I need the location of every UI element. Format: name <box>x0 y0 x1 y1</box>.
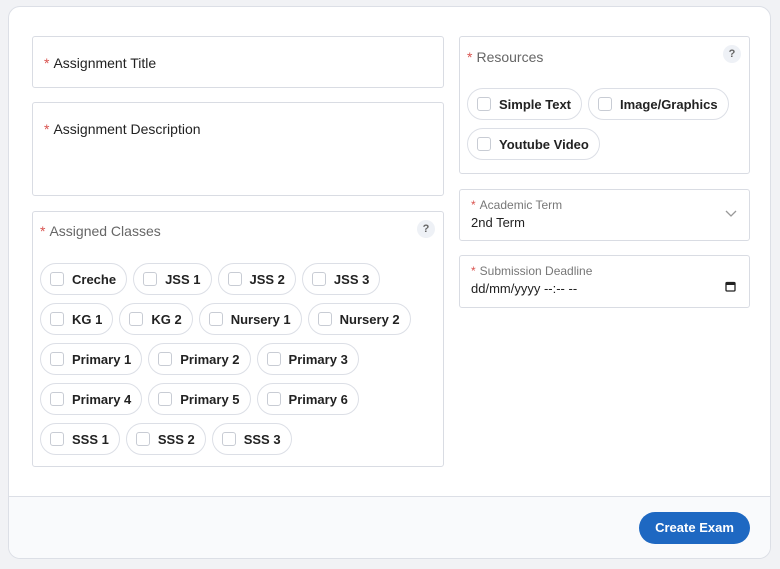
assignment-title-label: Assignment Title <box>53 55 157 71</box>
checkbox[interactable] <box>477 97 491 111</box>
checkbox[interactable] <box>158 392 173 406</box>
submission-deadline-field[interactable]: * Submission Deadline dd/mm/yyyy --:-- -- <box>459 255 750 308</box>
resources-group: * Resources ? Simple Text Image/Graphics Yo… <box>459 36 750 174</box>
create-exam-button[interactable]: Create Exam <box>639 512 750 544</box>
assigned-classes-label: Assigned Classes <box>49 223 161 239</box>
checkbox-chip-jss-1[interactable]: JSS 1 <box>133 263 212 295</box>
resources-label: Resources <box>476 49 544 65</box>
chip-label: JSS 3 <box>333 271 370 287</box>
class-chip-list: Creche JSS 1 JSS 2 JSS 3 KG 1 KG 2 Nursery 1 Nu… <box>40 263 436 455</box>
checkbox-chip-primary-2[interactable]: Primary 2 <box>148 343 251 375</box>
academic-term-select[interactable]: * Academic Term 2nd Term <box>459 189 750 241</box>
assignment-form-card: * Assignment Title * Assignment Descriptio… <box>8 6 771 559</box>
chip-label: Primary 3 <box>288 351 348 367</box>
checkbox[interactable] <box>135 432 150 446</box>
checkbox-chip-sss-1[interactable]: SSS 1 <box>40 423 120 455</box>
checkbox-chip-primary-4[interactable]: Primary 4 <box>40 383 143 415</box>
chip-label: SSS 2 <box>157 431 195 447</box>
chip-label: JSS 2 <box>249 271 285 287</box>
chip-label: Youtube Video <box>499 136 589 152</box>
checkbox[interactable] <box>208 312 223 326</box>
chip-label: KG 2 <box>151 311 182 327</box>
chip-label: Primary 5 <box>180 391 240 407</box>
chip-label: Nursery 2 <box>339 311 400 327</box>
chip-label: SSS 1 <box>72 431 109 447</box>
calendar-icon[interactable] <box>725 281 736 292</box>
checkbox-chip-image-graphics[interactable]: Image/Graphics <box>588 88 729 120</box>
checkbox-chip-primary-1[interactable]: Primary 1 <box>40 343 143 375</box>
checkbox[interactable] <box>266 392 281 406</box>
chip-label: Creche <box>72 271 117 287</box>
checkbox[interactable] <box>50 272 64 286</box>
help-icon[interactable]: ? <box>417 220 435 238</box>
checkbox[interactable] <box>598 97 613 111</box>
chip-label: Primary 4 <box>72 391 132 407</box>
checkbox[interactable] <box>477 137 491 151</box>
chip-label: Primary 1 <box>72 351 132 367</box>
checkbox-chip-primary-6[interactable]: Primary 6 <box>256 383 359 415</box>
checkbox-chip-nursery-2[interactable]: Nursery 2 <box>307 303 411 335</box>
checkbox[interactable] <box>158 352 173 366</box>
checkbox[interactable] <box>50 432 64 446</box>
checkbox-chip-primary-5[interactable]: Primary 5 <box>148 383 251 415</box>
checkbox[interactable] <box>50 352 64 366</box>
chip-label: Primary 6 <box>288 391 348 407</box>
checkbox-chip-simple-text[interactable]: Simple Text <box>467 88 583 120</box>
checkbox-chip-kg-2[interactable]: KG 2 <box>119 303 193 335</box>
chip-label: JSS 1 <box>165 271 201 287</box>
checkbox-chip-sss-2[interactable]: SSS 2 <box>125 423 206 455</box>
checkbox-chip-creche[interactable]: Creche <box>40 263 128 295</box>
checkbox-chip-nursery-1[interactable]: Nursery 1 <box>198 303 302 335</box>
checkbox[interactable] <box>143 272 158 286</box>
academic-term-label: Academic Term <box>479 198 563 212</box>
checkbox[interactable] <box>317 312 332 326</box>
academic-term-value: 2nd Term <box>471 215 525 230</box>
chip-label: Image/Graphics <box>620 96 718 112</box>
checkbox[interactable] <box>311 272 326 286</box>
checkbox-chip-jss-2[interactable]: JSS 2 <box>217 263 296 295</box>
chip-label: Nursery 1 <box>230 311 291 327</box>
assignment-title-field[interactable]: * Assignment Title <box>32 36 444 88</box>
assignment-description-label: Assignment Description <box>53 121 201 137</box>
deadline-value: dd/mm/yyyy --:-- -- <box>471 281 578 296</box>
checkbox-chip-sss-3[interactable]: SSS 3 <box>211 423 292 455</box>
checkbox-chip-kg-1[interactable]: KG 1 <box>40 303 114 335</box>
help-icon[interactable]: ? <box>723 45 741 63</box>
checkbox[interactable] <box>129 312 144 326</box>
assignment-description-field[interactable]: * Assignment Description <box>32 102 444 196</box>
submission-deadline-label: Submission Deadline <box>479 264 593 278</box>
checkbox-chip-jss-3[interactable]: JSS 3 <box>301 263 381 295</box>
resource-chip-list: Simple Text Image/Graphics Youtube Video <box>467 88 742 160</box>
chip-label: Simple Text <box>499 96 572 112</box>
chevron-down-icon <box>725 210 737 217</box>
checkbox[interactable] <box>50 392 64 406</box>
chip-label: KG 1 <box>72 311 103 327</box>
checkbox-chip-primary-3[interactable]: Primary 3 <box>256 343 359 375</box>
assigned-classes-group: * Assigned Classes ? Creche JSS 1 JSS 2 JSS … <box>32 211 444 467</box>
checkbox[interactable] <box>266 352 281 366</box>
checkbox[interactable] <box>50 312 64 326</box>
chip-label: SSS 3 <box>243 431 281 447</box>
checkbox[interactable] <box>227 272 242 286</box>
chip-label: Primary 2 <box>180 351 240 367</box>
checkbox[interactable] <box>221 432 236 446</box>
checkbox-chip-youtube-video[interactable]: Youtube Video <box>467 128 600 160</box>
